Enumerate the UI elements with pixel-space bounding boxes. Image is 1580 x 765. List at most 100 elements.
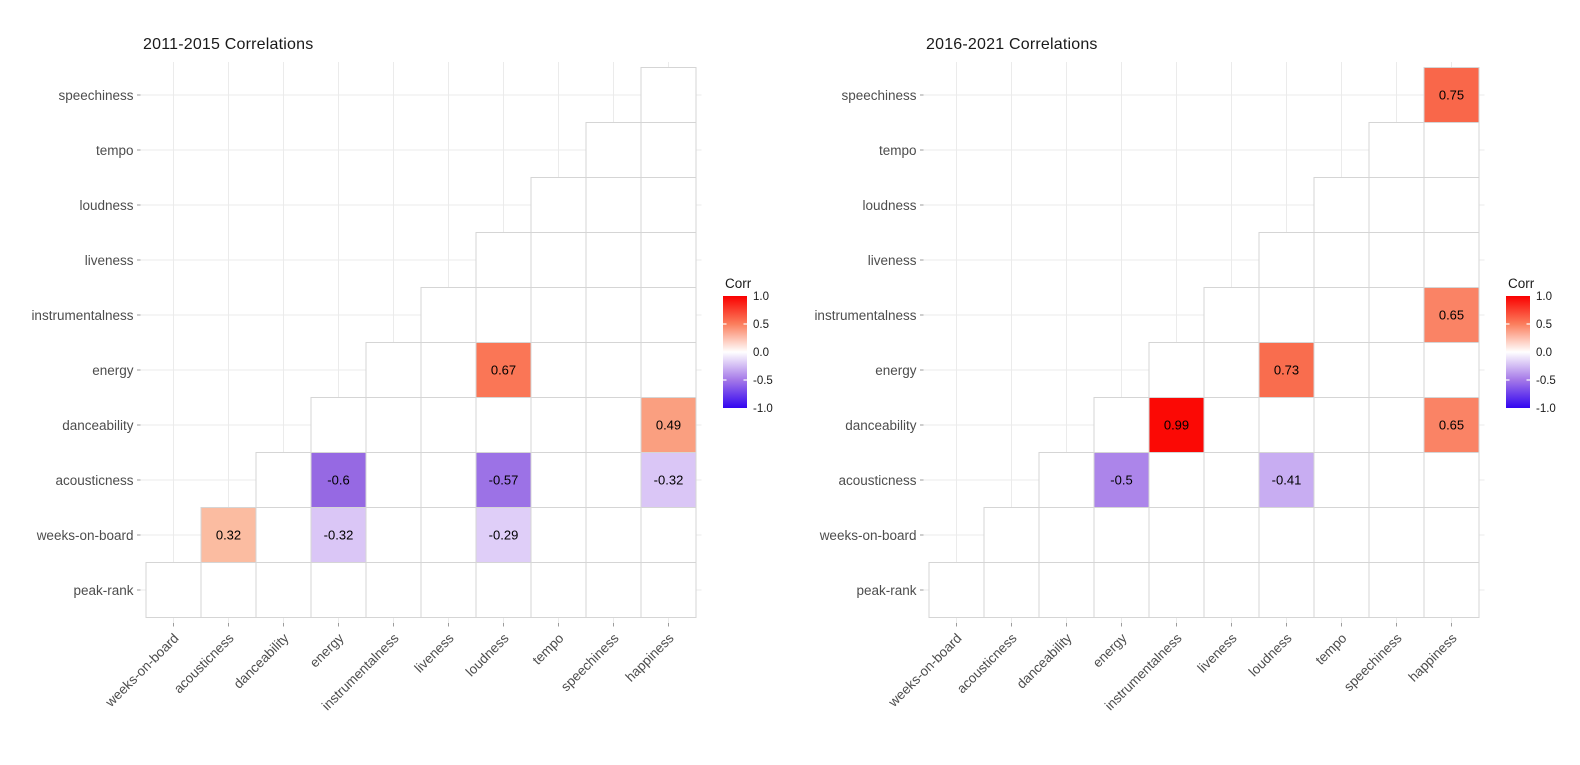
heatmap-cell	[255, 562, 312, 618]
heatmap-cell	[530, 342, 587, 398]
heatmap-cell	[585, 562, 642, 618]
heatmap-cell	[1423, 397, 1480, 453]
heatmap-cell	[1203, 287, 1260, 343]
y-axis-label: speechiness	[58, 88, 133, 103]
x-axis-label: liveness	[1195, 630, 1240, 675]
heatmap-cell	[1368, 232, 1425, 288]
cell-value: -0.32	[654, 473, 684, 488]
heatmap-cell	[1368, 122, 1425, 178]
heatmap-cell	[1313, 562, 1370, 618]
heatmap-cell	[1148, 397, 1205, 453]
heatmap-cell	[310, 452, 367, 508]
heatmap-cell	[1148, 452, 1205, 508]
heatmap-cell	[475, 397, 532, 453]
heatmap-cell	[365, 507, 422, 563]
heatmap-panel-2011-2015: 0.32 -0.32 -0.29 -0.6 -0.57 -0.32 0.67 0.49 spee…	[31, 62, 773, 713]
heatmap-cell	[1148, 507, 1205, 563]
y-axis-label: liveness	[868, 253, 917, 268]
x-axis-label: loudness	[463, 630, 512, 679]
y-axis-label: energy	[92, 363, 134, 378]
heatmap-cell	[200, 562, 257, 618]
x-axis-label: weeks-on-board	[885, 631, 965, 711]
heatmap-cell	[1038, 562, 1095, 618]
heatmap-tiles	[928, 67, 1480, 618]
heatmap-cell	[530, 397, 587, 453]
cell-value: 0.73	[1274, 363, 1299, 378]
heatmap-cell	[420, 562, 477, 618]
heatmap-cell	[928, 562, 985, 618]
heatmap-cell	[1313, 232, 1370, 288]
y-axis-label: liveness	[85, 253, 134, 268]
heatmap-cell	[1423, 232, 1480, 288]
heatmap-cell	[1203, 562, 1260, 618]
y-axis-label: energy	[875, 363, 917, 378]
y-axis-label: weeks-on-board	[819, 528, 917, 543]
cell-value: 0.49	[656, 418, 681, 433]
y-axis-label: danceability	[845, 418, 917, 433]
y-axis-label: peak-rank	[73, 583, 133, 598]
x-axis-label: liveness	[412, 630, 457, 675]
heatmap-cell	[640, 397, 697, 453]
heatmap-cell	[585, 507, 642, 563]
x-axis-label: energy	[1090, 630, 1130, 670]
x-axis-label: speechiness	[1341, 630, 1405, 694]
heatmap-cell	[640, 287, 697, 343]
heatmap-panel-2016-2021: 0.75 0.65 0.73 0.99 0.65 -0.5 -0.41 speechiness…	[814, 62, 1556, 713]
heatmap-cell	[1368, 342, 1425, 398]
heatmap-cell	[1203, 507, 1260, 563]
legend-tick-label: 1.0	[753, 291, 769, 303]
heatmap-cell	[640, 122, 697, 178]
heatmap-cell	[1148, 562, 1205, 618]
heatmap-cell	[255, 507, 312, 563]
x-axis-label: danceability	[1014, 630, 1075, 691]
heatmap-cell	[530, 177, 587, 233]
y-axis-label: peak-rank	[856, 583, 916, 598]
heatmap-cell	[1038, 452, 1095, 508]
heatmap-cell	[1313, 177, 1370, 233]
heatmap-cell	[1423, 177, 1480, 233]
legend-tick-label: -1.0	[1536, 403, 1556, 415]
heatmap-cell	[530, 562, 587, 618]
plot-title-2011-2015: 2011-2015 Correlations	[143, 36, 314, 53]
heatmap-cell	[640, 67, 697, 123]
heatmap-cell	[1258, 342, 1315, 398]
y-axis-label: instrumentalness	[814, 308, 916, 323]
heatmap-cell	[1258, 507, 1315, 563]
cell-value: 0.32	[216, 528, 241, 543]
cell-value: -0.29	[489, 528, 519, 543]
heatmap-cell	[530, 452, 587, 508]
legend-tick-label: -0.5	[1536, 375, 1556, 387]
cell-value: -0.57	[489, 473, 519, 488]
heatmap-cell	[585, 397, 642, 453]
legend-tick-label: 1.0	[1536, 291, 1552, 303]
cell-value: 0.99	[1164, 418, 1189, 433]
heatmap-cell	[585, 177, 642, 233]
heatmap-cell	[200, 507, 257, 563]
y-axis-label: weeks-on-board	[36, 528, 134, 543]
heatmap-cell	[1313, 342, 1370, 398]
cell-value: -0.5	[1110, 473, 1132, 488]
heatmap-cell	[475, 342, 532, 398]
heatmap-cell	[1313, 287, 1370, 343]
heatmap-cell	[1313, 507, 1370, 563]
heatmap-cell	[1368, 177, 1425, 233]
heatmap-cell	[640, 342, 697, 398]
heatmap-cell	[1423, 287, 1480, 343]
heatmap-cell	[1093, 562, 1150, 618]
heatmap-cell	[255, 452, 312, 508]
heatmap-cell	[365, 397, 422, 453]
cell-value: -0.41	[1272, 473, 1302, 488]
heatmap-cell	[1203, 452, 1260, 508]
legend-tick-label: 0.5	[1536, 319, 1552, 331]
heatmap-cell	[1368, 287, 1425, 343]
heatmap-cell	[1038, 507, 1095, 563]
cell-value: 0.65	[1439, 418, 1464, 433]
heatmap-cell	[1423, 122, 1480, 178]
y-axis-label: tempo	[96, 143, 134, 158]
heatmap-cell	[530, 287, 587, 343]
y-axis-label: acousticness	[838, 473, 916, 488]
y-axis-label: loudness	[862, 198, 916, 213]
heatmap-cell	[365, 342, 422, 398]
heatmap-cell	[1368, 397, 1425, 453]
